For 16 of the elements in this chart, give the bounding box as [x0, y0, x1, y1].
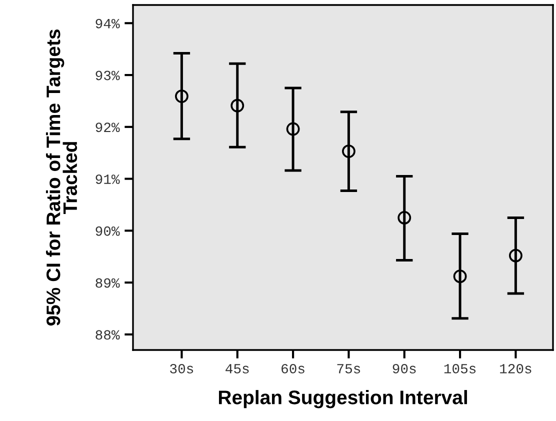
y-tick-label: 91%	[96, 174, 120, 184]
x-axis-title: Replan Suggestion Interval	[218, 390, 467, 408]
y-axis-title: 95% CI for Ratio of Time Targets Tracked	[46, 30, 78, 326]
y-tick-label: 90%	[96, 226, 120, 236]
x-tick-label: 120s	[500, 364, 532, 374]
y-tick-label: 94%	[96, 18, 120, 28]
y-tick-label: 93%	[96, 70, 120, 80]
y-tick-label: 92%	[96, 122, 120, 132]
x-tick-label: 60s	[282, 364, 304, 374]
x-tick-label: 105s	[444, 364, 476, 374]
y-tick-label: 89%	[96, 278, 120, 288]
y-tick-label: 88%	[96, 330, 120, 340]
x-tick-label: 75s	[337, 364, 360, 374]
x-tick-label: 45s	[226, 364, 249, 374]
x-tick-label: 30s	[170, 364, 194, 374]
x-tick-label: 90s	[392, 364, 416, 374]
